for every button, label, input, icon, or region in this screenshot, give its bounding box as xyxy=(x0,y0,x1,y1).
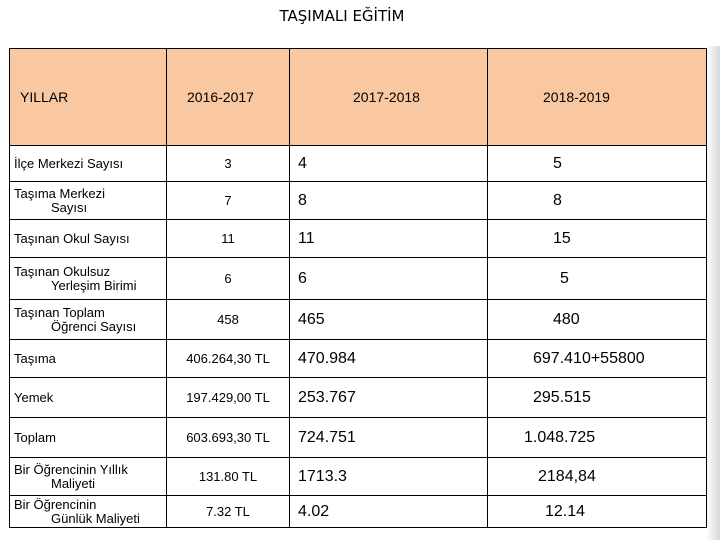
cell-2017-2018: 1713.3 xyxy=(289,457,488,496)
cell-2018-2019: 5 xyxy=(487,145,707,182)
cell-2018-2019: 5 xyxy=(487,257,707,300)
cell-2016-2017: 3 xyxy=(166,145,290,182)
cell-2017-2018: 4.02 xyxy=(289,495,488,528)
cell-2018-2019: 295.515 xyxy=(487,377,707,418)
cell-2016-2017: 197.429,00 TL xyxy=(166,377,290,418)
cell-2018-2019: 697.410+55800 xyxy=(487,339,707,378)
page-shadow xyxy=(706,46,720,540)
table-row: İlçe Merkezi Sayısı 3 4 5 xyxy=(9,145,707,182)
cell-2016-2017: 7.32 TL xyxy=(166,495,290,528)
row-label: Taşınan Okulsuz Yerleşim Birimi xyxy=(9,257,167,300)
cell-2016-2017: 603.693,30 TL xyxy=(166,417,290,458)
row-label: Toplam xyxy=(9,417,167,458)
cell-2018-2019: 2184,84 xyxy=(487,457,707,496)
table-row: Taşıma 406.264,30 TL 470.984 697.410+558… xyxy=(9,339,707,378)
cell-2017-2018: 253.767 xyxy=(289,377,488,418)
cell-2016-2017: 458 xyxy=(166,299,290,340)
table-row: Taşıma Merkezi Sayısı 7 8 8 xyxy=(9,181,707,220)
table-row: Bir Öğrencinin Günlük Maliyeti 7.32 TL 4.… xyxy=(9,495,707,528)
header-year-2016-2017: 2016-2017 xyxy=(166,48,290,146)
cell-2017-2018: 470.984 xyxy=(289,339,488,378)
cell-2016-2017: 11 xyxy=(166,219,290,258)
row-label: Yemek xyxy=(9,377,167,418)
table-row: Toplam 603.693,30 TL 724.751 1.048.725 xyxy=(9,417,707,458)
cell-2017-2018: 11 xyxy=(289,219,488,258)
row-label: Taşıma xyxy=(9,339,167,378)
header-years-label: YILLAR xyxy=(9,48,167,146)
row-label: Taşıma Merkezi Sayısı xyxy=(9,181,167,220)
page-title: TAŞIMALI EĞİTİM xyxy=(279,7,405,25)
table-header-row: YILLAR 2016-2017 2017-2018 2018-2019 xyxy=(9,48,707,146)
table-row: Taşınan Toplam Öğrenci Sayısı 458 465 480 xyxy=(9,299,707,340)
header-year-2018-2019: 2018-2019 xyxy=(487,48,707,146)
row-label: Bir Öğrencinin Günlük Maliyeti xyxy=(9,495,167,528)
cell-2018-2019: 1.048.725 xyxy=(487,417,707,458)
cell-2016-2017: 406.264,30 TL xyxy=(166,339,290,378)
cell-2016-2017: 6 xyxy=(166,257,290,300)
cell-2017-2018: 465 xyxy=(289,299,488,340)
row-label: Bir Öğrencinin Yıllık Maliyeti xyxy=(9,457,167,496)
header-year-2017-2018: 2017-2018 xyxy=(289,48,488,146)
cell-2017-2018: 6 xyxy=(289,257,488,300)
row-label: Taşınan Okul Sayısı xyxy=(9,219,167,258)
cell-2018-2019: 15 xyxy=(487,219,707,258)
row-label: Taşınan Toplam Öğrenci Sayısı xyxy=(9,299,167,340)
cell-2016-2017: 131.80 TL xyxy=(166,457,290,496)
cell-2018-2019: 480 xyxy=(487,299,707,340)
cell-2017-2018: 724.751 xyxy=(289,417,488,458)
row-label: İlçe Merkezi Sayısı xyxy=(9,145,167,182)
cell-2017-2018: 8 xyxy=(289,181,488,220)
table-row: Taşınan Okulsuz Yerleşim Birimi 6 6 5 xyxy=(9,257,707,300)
table-row: Bir Öğrencinin Yıllık Maliyeti 131.80 TL … xyxy=(9,457,707,496)
table-row: Yemek 197.429,00 TL 253.767 295.515 xyxy=(9,377,707,418)
transport-education-table: YILLAR 2016-2017 2017-2018 2018-2019 İlç… xyxy=(9,48,707,528)
table-row: Taşınan Okul Sayısı 11 11 15 xyxy=(9,219,707,258)
cell-2016-2017: 7 xyxy=(166,181,290,220)
cell-2018-2019: 12.14 xyxy=(487,495,707,528)
cell-2017-2018: 4 xyxy=(289,145,488,182)
cell-2018-2019: 8 xyxy=(487,181,707,220)
